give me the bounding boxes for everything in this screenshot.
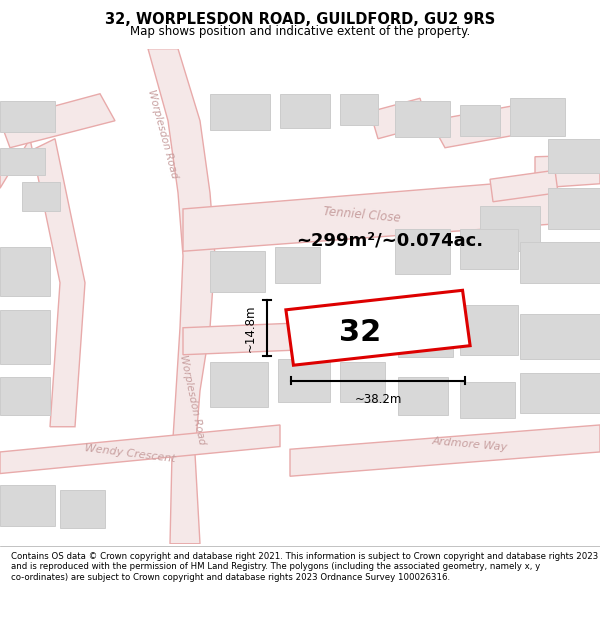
Bar — [520, 372, 600, 413]
Bar — [210, 94, 270, 130]
Bar — [210, 251, 265, 292]
Bar — [480, 206, 540, 251]
Polygon shape — [148, 49, 215, 544]
Bar — [0, 148, 45, 175]
Polygon shape — [286, 290, 470, 365]
Bar — [460, 305, 518, 355]
Bar — [520, 242, 600, 282]
Bar — [210, 362, 268, 407]
Polygon shape — [430, 102, 545, 148]
Bar — [60, 490, 105, 528]
Bar — [460, 104, 500, 136]
Text: Map shows position and indicative extent of the property.: Map shows position and indicative extent… — [130, 25, 470, 38]
Polygon shape — [0, 139, 85, 427]
Polygon shape — [535, 155, 600, 188]
Polygon shape — [183, 319, 402, 355]
Bar — [0, 101, 55, 132]
Bar — [340, 94, 378, 125]
Bar — [548, 188, 600, 229]
Bar — [278, 359, 330, 403]
Text: Worplesdon Road: Worplesdon Road — [146, 89, 179, 180]
Bar — [0, 378, 50, 415]
Polygon shape — [290, 425, 600, 476]
Bar — [398, 310, 453, 356]
Text: Contains OS data © Crown copyright and database right 2021. This information is : Contains OS data © Crown copyright and d… — [11, 552, 598, 582]
Bar — [395, 229, 450, 274]
Bar — [520, 314, 600, 359]
Text: 32, WORPLESDON ROAD, GUILDFORD, GU2 9RS: 32, WORPLESDON ROAD, GUILDFORD, GU2 9RS — [105, 12, 495, 27]
Polygon shape — [370, 98, 428, 139]
Bar — [548, 139, 600, 173]
Text: Worplesdon Road: Worplesdon Road — [178, 354, 206, 446]
Polygon shape — [0, 94, 115, 148]
Bar — [0, 247, 50, 296]
Text: Wendy Crescent: Wendy Crescent — [84, 443, 176, 464]
Bar — [22, 182, 60, 211]
Bar — [340, 362, 385, 403]
Polygon shape — [490, 170, 558, 202]
Text: ~14.8m: ~14.8m — [244, 304, 257, 351]
Bar — [510, 98, 565, 136]
Bar — [0, 485, 55, 526]
Bar — [398, 378, 448, 415]
Bar — [280, 94, 330, 128]
Polygon shape — [0, 425, 280, 474]
Bar — [460, 229, 518, 269]
Text: ~299m²/~0.074ac.: ~299m²/~0.074ac. — [296, 231, 484, 249]
Text: Tenniel Close: Tenniel Close — [323, 206, 401, 225]
Bar — [460, 382, 515, 418]
Bar — [0, 310, 50, 364]
Text: ~38.2m: ~38.2m — [355, 394, 401, 406]
Polygon shape — [183, 179, 550, 251]
Text: Ardmore Way: Ardmore Way — [432, 436, 508, 453]
Bar — [395, 101, 450, 137]
Bar — [275, 247, 320, 282]
Text: 32: 32 — [339, 318, 381, 347]
